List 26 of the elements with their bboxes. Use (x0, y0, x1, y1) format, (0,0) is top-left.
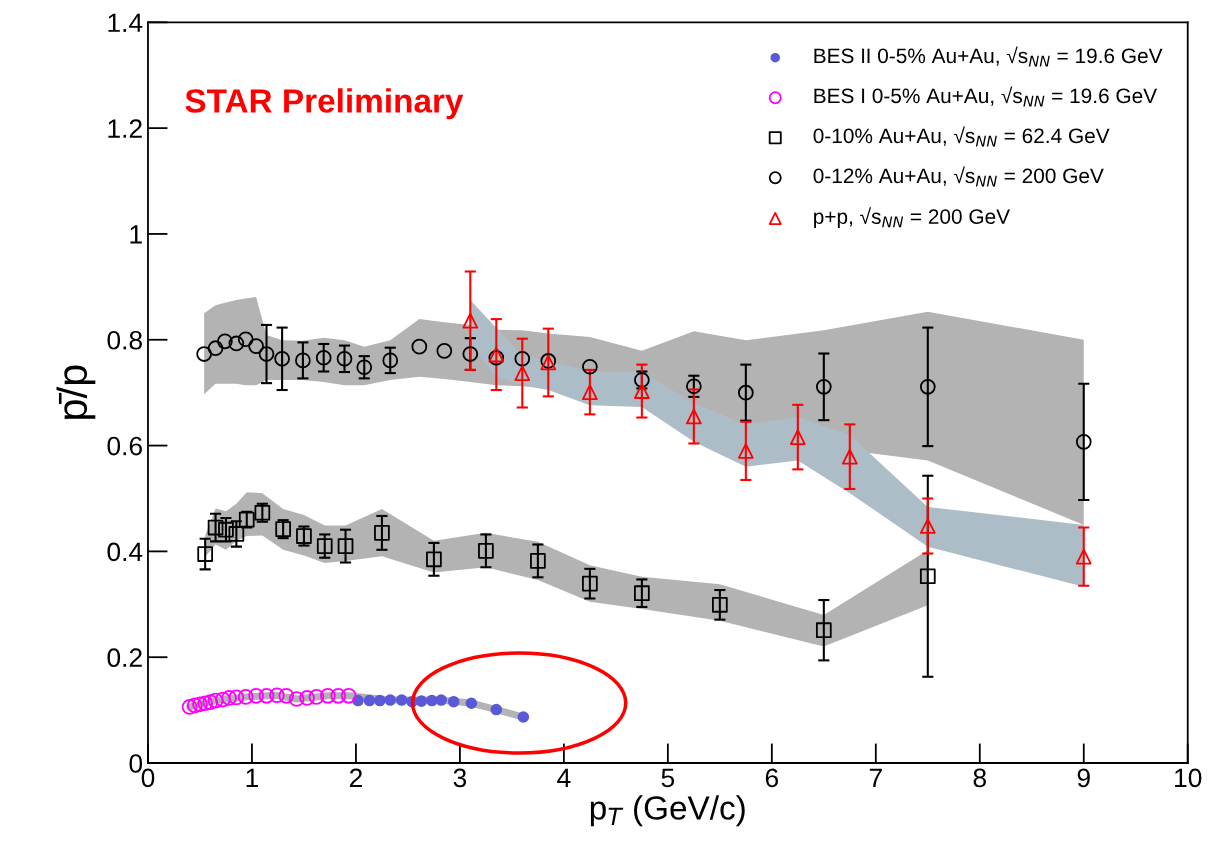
y-tick-label: 0.8 (107, 330, 142, 350)
x-tick-label: 7 (869, 768, 882, 787)
y-tick-label: 1.4 (108, 13, 143, 32)
legend-label: BES I 0-5% Au+Au, √s$_{NN}$ = 19.6 GeV (814, 86, 1158, 107)
y-tick-label: 0 (129, 754, 143, 773)
y-tick-label: 0.2 (107, 648, 142, 668)
legend-label: 0-10% Au+Au, √s$_{NN}$ = 62.4 GeV (813, 126, 1110, 147)
y-tick-label: 1 (130, 225, 142, 244)
x-tick-label: 6 (765, 768, 779, 788)
legend-label: BES II 0-5% Au+Au, √s$_{NN}$ = 19.6 GeV (814, 46, 1163, 67)
x-tick-label: 8 (973, 768, 986, 788)
x-tick-label: 9 (1077, 768, 1090, 788)
x-tick-label: 3 (453, 768, 467, 788)
legend-label: 0-12% Au+Au, √s$_{NN}$ = 200 GeV (813, 166, 1104, 187)
x-tick-label: 2 (349, 768, 362, 787)
y-axis-title: p̄/p (56, 365, 96, 419)
y-tick-label: 1.2 (108, 119, 142, 138)
x-tick-label: 4 (557, 768, 571, 787)
y-tick-label: 0.4 (107, 542, 143, 562)
annotation: STAR Preliminary (185, 88, 464, 120)
x-axis-title: p$_{T}$ (GeV/c) (590, 795, 745, 827)
x-tick-label: 5 (661, 768, 675, 788)
x-tick-label: 10 (1175, 768, 1202, 788)
x-tick-label: 1 (246, 768, 258, 787)
legend-label: p+p, √s$_{NN}$ = 200 GeV (814, 207, 1010, 229)
y-tick-label: 0.6 (107, 436, 142, 456)
